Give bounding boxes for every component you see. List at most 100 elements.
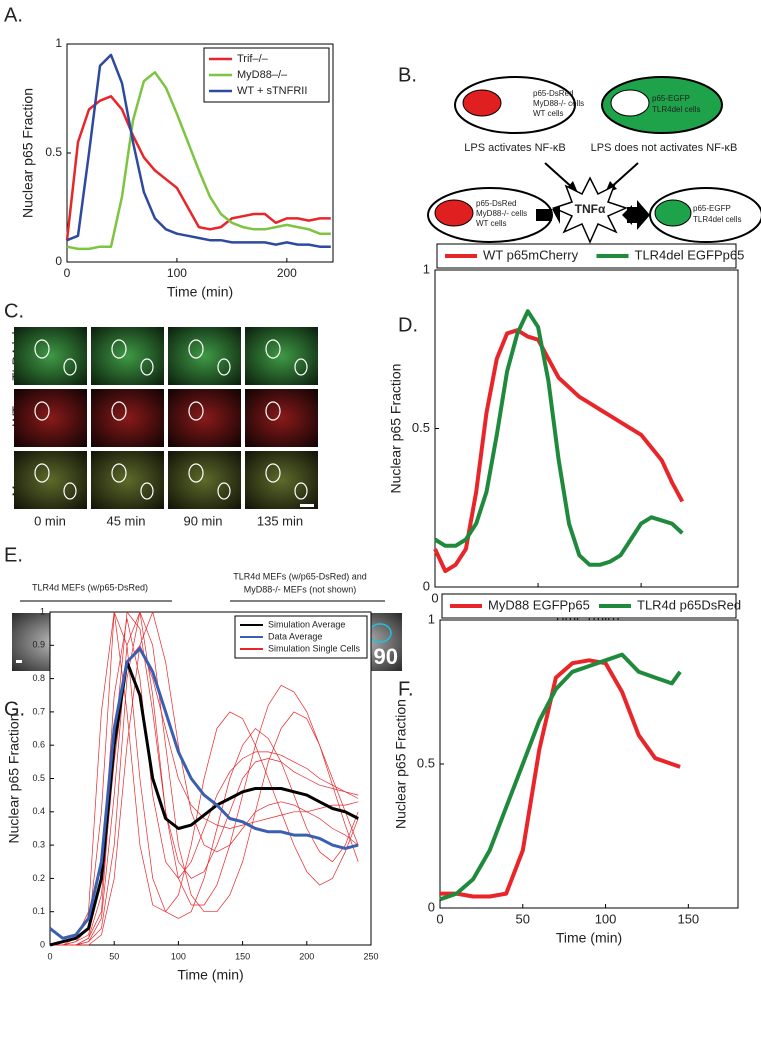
panel-label: D. xyxy=(398,314,418,336)
x-tick-label: 100 xyxy=(595,911,617,926)
y-tick-label: 0.5 xyxy=(45,145,62,159)
legend-label: Simulation Single Cells xyxy=(268,643,361,653)
x-tick-label: 0 xyxy=(436,911,443,926)
cell-text: MyD88-/- cells xyxy=(476,209,527,218)
caption: LPS does not activates NF-κB xyxy=(591,142,738,154)
image xyxy=(168,327,241,385)
cell-text: p65-EGFP xyxy=(652,94,690,103)
panel-label: A. xyxy=(4,4,23,26)
center-label: TNFα xyxy=(575,202,606,216)
arrow xyxy=(536,209,552,221)
legend-label: TLR4del EGFPp65 xyxy=(635,247,745,262)
legend-label: MyD88–/– xyxy=(237,69,288,81)
single-cell-line xyxy=(50,611,359,946)
y-tick-label: 0.6 xyxy=(32,740,45,750)
cell-outline xyxy=(188,339,204,359)
image-title: TLR4d MEFs (w/p65-DsRed) and xyxy=(233,571,367,581)
cell-outline xyxy=(111,401,127,421)
image xyxy=(245,389,318,447)
single-cell-line xyxy=(50,611,359,946)
panel-label: C. xyxy=(4,300,24,322)
single-cell-line xyxy=(50,611,359,946)
microscopy-grid: TLR4del WT Merge 0 min 45 min 90 min 135… xyxy=(9,327,318,528)
plot-area xyxy=(434,269,739,588)
cell-text: MyD88-/- cells xyxy=(533,99,584,108)
cell-outline xyxy=(188,463,204,483)
y-tick-label: 0.5 xyxy=(32,773,45,783)
x-tick-label: 200 xyxy=(299,951,314,961)
legend-label: MyD88 EGFPp65 xyxy=(488,597,590,612)
x-tick-label: 50 xyxy=(109,951,119,961)
chart: 0 100 200 0 0.5 1 Time (min) Nuclear p65 Fracti… xyxy=(20,36,334,300)
y-axis-label: Nuclear p65 Fraction xyxy=(20,88,36,218)
cell-outline xyxy=(111,463,127,483)
plot-area xyxy=(439,619,739,909)
panel-label: B. xyxy=(398,64,417,86)
cell-outline xyxy=(217,482,231,500)
y-tick-label: 0.1 xyxy=(32,906,45,916)
y-tick-label: 0.7 xyxy=(32,706,45,716)
image xyxy=(168,451,241,509)
x-axis-label: Time (min) xyxy=(556,930,622,946)
nucleus xyxy=(654,199,692,227)
y-tick-label: 0.5 xyxy=(417,755,435,770)
scale-bar xyxy=(300,504,314,507)
series-line xyxy=(433,309,684,567)
chart: 0 50 100 150 200 250 0 0.1 0.2 0.3 0.4 0.5 0.6 0.7 0.8… xyxy=(6,606,379,982)
nucleus xyxy=(610,89,650,117)
y-tick-label: 0.3 xyxy=(32,839,45,849)
cell-outline xyxy=(140,358,154,376)
panel-label: G. xyxy=(4,698,25,720)
legend-label: Data Average xyxy=(268,631,322,641)
cell-outline xyxy=(34,339,50,359)
series-line xyxy=(433,328,685,574)
y-tick-label: 0 xyxy=(40,939,45,949)
series-line xyxy=(439,652,682,902)
single-cell-line xyxy=(50,644,359,946)
y-axis-label: Nuclear p65 Fraction xyxy=(393,699,409,829)
arrow xyxy=(627,200,650,230)
cell-outline xyxy=(265,463,281,483)
cell-outline xyxy=(188,401,204,421)
chart: 0 50 100 150 0 0.5 1 Time (min) Nuclear p65 Frac… xyxy=(393,593,741,946)
series-line xyxy=(49,647,359,940)
image xyxy=(245,451,318,509)
arrow xyxy=(550,206,560,224)
frame-label: 90 xyxy=(374,644,398,669)
series-line xyxy=(440,658,681,899)
image xyxy=(14,451,87,509)
series-line xyxy=(66,53,331,248)
image xyxy=(14,327,87,385)
cell-outline xyxy=(265,401,281,421)
image xyxy=(14,389,87,447)
single-cell-line xyxy=(50,611,359,946)
cell-text: TLR4del cells xyxy=(693,215,741,224)
cell-outline xyxy=(111,339,127,359)
image-title: MyD88-/- MEFs (not shown) xyxy=(244,584,357,594)
legend-label: TLR4d p65DsRed xyxy=(637,597,741,612)
x-tick-label: 150 xyxy=(677,911,699,926)
y-tick-label: 0 xyxy=(428,899,435,914)
cell-text: WT cells xyxy=(476,219,507,228)
time-label: 90 min xyxy=(183,513,222,528)
image xyxy=(245,327,318,385)
y-tick-label: 1 xyxy=(423,261,430,276)
x-tick-label: 100 xyxy=(167,266,187,280)
y-tick-label: 1 xyxy=(55,36,62,50)
legend-label: WT + sTNFRII xyxy=(237,85,307,97)
image xyxy=(168,389,241,447)
y-tick-label: 1 xyxy=(428,611,435,626)
legend-label: Simulation Average xyxy=(268,619,345,629)
cell-outline xyxy=(34,463,50,483)
x-tick-label: 50 xyxy=(516,911,530,926)
x-tick-label: 200 xyxy=(277,266,297,280)
time-label: 135 min xyxy=(257,513,303,528)
legend-box xyxy=(436,243,737,269)
cell-outline xyxy=(34,401,50,421)
cell-outline xyxy=(217,358,231,376)
x-tick-label: 0 xyxy=(47,951,52,961)
legend-box xyxy=(441,593,737,619)
series-line xyxy=(65,95,331,241)
x-tick-label: 100 xyxy=(171,951,186,961)
